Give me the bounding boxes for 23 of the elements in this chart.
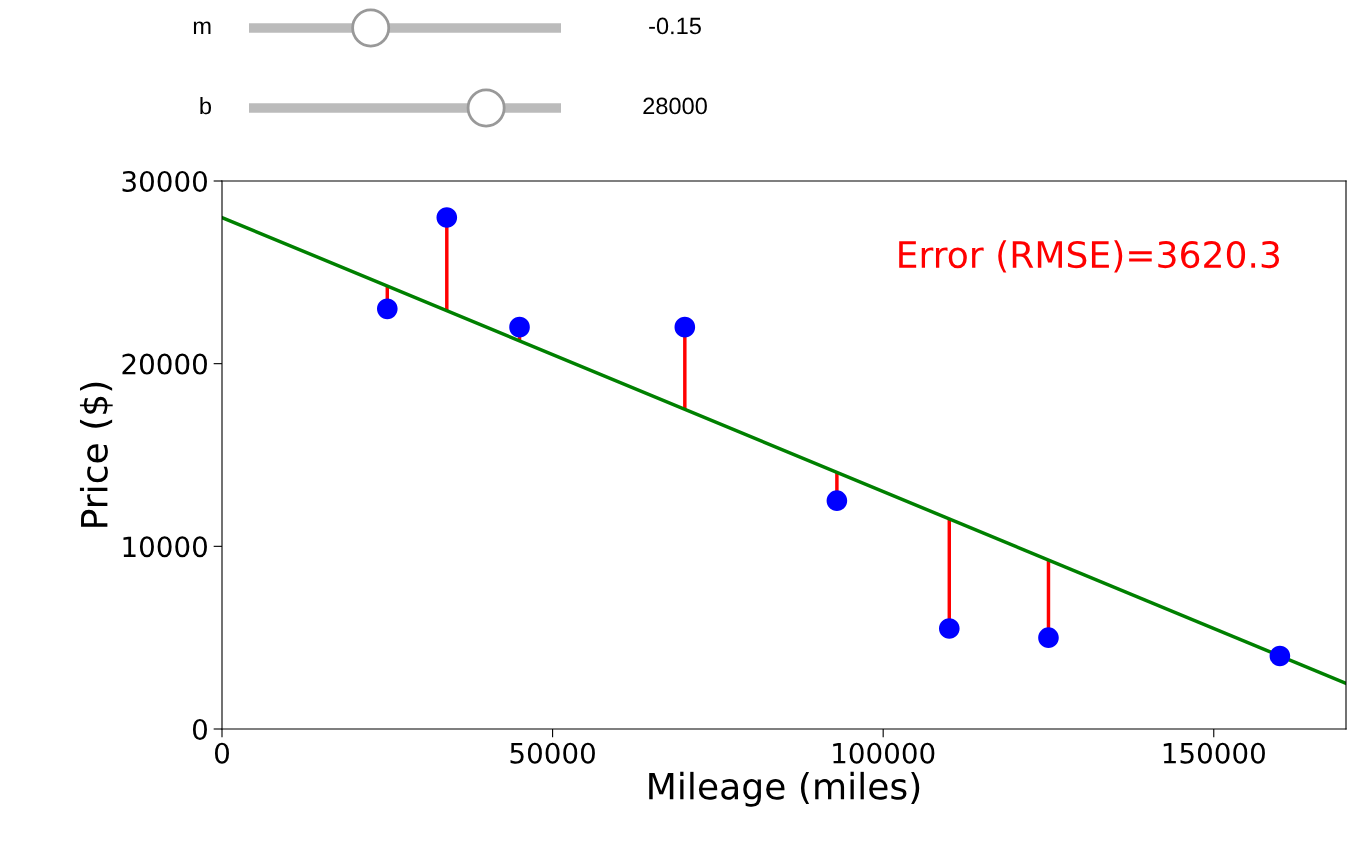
point [938,618,960,639]
x-tick-label: 50000 [510,742,595,764]
point [1038,627,1059,648]
text: b [200,97,212,115]
point [509,316,530,338]
x-tick-label: 150000 [1163,742,1265,764]
text: 28000 [643,97,707,115]
point [376,298,398,320]
point [674,316,696,338]
x-tick-label: 0 [214,742,229,764]
text: m [193,21,211,35]
point [436,207,458,228]
y-tick-label: 30000 [122,170,207,192]
x-axis-title: Mileage (miles) [649,771,920,807]
y-tick-label: 20000 [122,353,207,375]
y-tick-label: 10000 [123,536,207,558]
point [1269,645,1291,667]
text: -0.15 [649,17,701,35]
x-tick-label: 100000 [833,742,935,764]
y-axis-title: Price ($) [79,382,113,527]
point [826,490,848,511]
y-tick-label: 0 [192,718,207,740]
annotation: Error (RMSE)=3620.3 [899,240,1280,273]
